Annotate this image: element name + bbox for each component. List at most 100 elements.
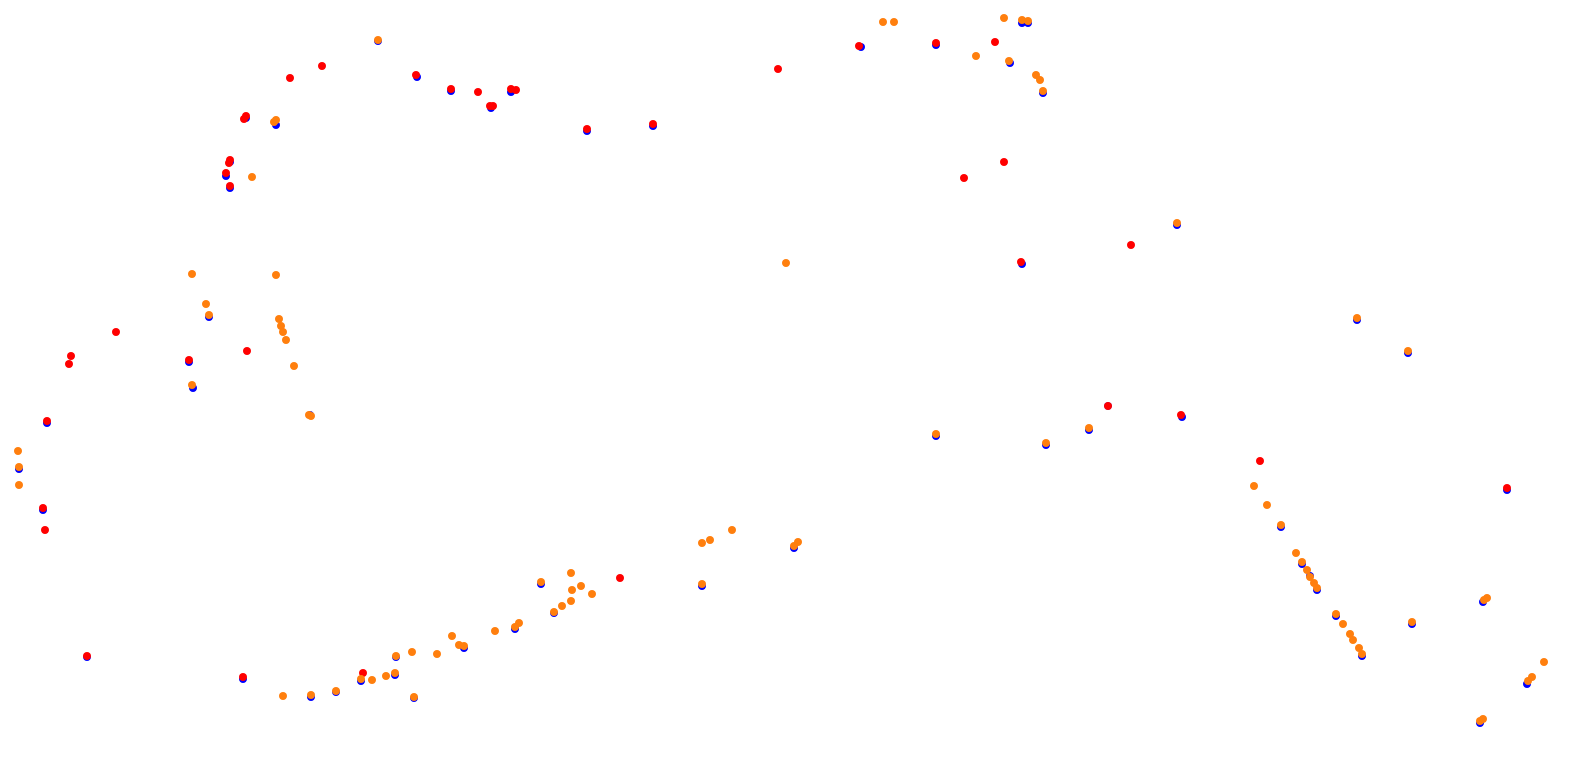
point bbox=[567, 597, 575, 605]
point bbox=[368, 676, 376, 684]
point bbox=[706, 536, 714, 544]
point bbox=[307, 412, 315, 420]
point bbox=[1349, 636, 1357, 644]
point bbox=[698, 539, 706, 547]
point bbox=[408, 648, 416, 656]
point bbox=[1256, 457, 1264, 465]
point bbox=[460, 642, 468, 650]
point bbox=[932, 430, 940, 438]
point bbox=[489, 102, 497, 110]
point bbox=[83, 652, 91, 660]
point bbox=[357, 675, 365, 683]
point bbox=[1018, 16, 1026, 24]
point bbox=[890, 18, 898, 26]
point bbox=[558, 602, 566, 610]
point bbox=[616, 574, 624, 582]
point bbox=[1263, 501, 1271, 509]
point bbox=[1173, 219, 1181, 227]
point bbox=[794, 538, 802, 546]
point bbox=[1085, 424, 1093, 432]
point bbox=[512, 86, 520, 94]
point bbox=[774, 65, 782, 73]
point bbox=[43, 417, 51, 425]
point bbox=[1408, 618, 1416, 626]
point bbox=[222, 169, 230, 177]
point bbox=[728, 526, 736, 534]
point bbox=[433, 650, 441, 658]
point bbox=[332, 687, 340, 695]
point bbox=[782, 259, 790, 267]
point bbox=[205, 311, 213, 319]
point bbox=[225, 159, 233, 167]
point bbox=[410, 693, 418, 701]
point bbox=[1104, 402, 1112, 410]
point bbox=[391, 669, 399, 677]
point bbox=[1298, 558, 1306, 566]
point bbox=[1000, 158, 1008, 166]
point bbox=[1005, 57, 1013, 65]
point bbox=[382, 672, 390, 680]
point bbox=[279, 692, 287, 700]
point bbox=[1036, 76, 1044, 84]
point bbox=[932, 39, 940, 47]
point bbox=[188, 270, 196, 278]
point bbox=[290, 362, 298, 370]
point bbox=[491, 627, 499, 635]
point bbox=[991, 38, 999, 46]
point bbox=[960, 174, 968, 182]
point bbox=[1353, 314, 1361, 322]
point bbox=[1303, 566, 1311, 574]
point bbox=[568, 586, 576, 594]
point bbox=[1177, 411, 1185, 419]
point bbox=[588, 590, 596, 598]
point bbox=[272, 116, 280, 124]
point bbox=[374, 36, 382, 44]
point bbox=[112, 328, 120, 336]
point bbox=[1540, 658, 1548, 666]
point bbox=[1042, 439, 1050, 447]
point bbox=[1358, 650, 1366, 658]
point bbox=[1313, 584, 1321, 592]
point bbox=[272, 271, 280, 279]
point bbox=[67, 352, 75, 360]
point bbox=[1039, 87, 1047, 95]
point bbox=[275, 315, 283, 323]
point bbox=[1483, 594, 1491, 602]
point bbox=[14, 447, 22, 455]
point bbox=[567, 569, 575, 577]
point bbox=[1404, 347, 1412, 355]
point bbox=[649, 120, 657, 128]
point bbox=[65, 360, 73, 368]
point bbox=[1479, 715, 1487, 723]
point bbox=[855, 42, 863, 50]
point bbox=[307, 691, 315, 699]
point bbox=[474, 88, 482, 96]
point bbox=[1277, 521, 1285, 529]
point bbox=[41, 526, 49, 534]
point bbox=[185, 356, 193, 364]
point bbox=[537, 578, 545, 586]
point bbox=[972, 52, 980, 60]
point bbox=[226, 182, 234, 190]
point bbox=[392, 652, 400, 660]
point bbox=[550, 608, 558, 616]
point bbox=[15, 463, 23, 471]
point bbox=[511, 623, 519, 631]
point bbox=[577, 582, 585, 590]
point bbox=[279, 328, 287, 336]
point bbox=[1024, 17, 1032, 25]
point bbox=[318, 62, 326, 70]
point bbox=[1346, 630, 1354, 638]
point bbox=[1332, 610, 1340, 618]
point bbox=[1292, 549, 1300, 557]
point bbox=[242, 112, 250, 120]
point bbox=[243, 347, 251, 355]
point bbox=[1355, 644, 1363, 652]
point bbox=[188, 381, 196, 389]
point bbox=[15, 481, 23, 489]
point bbox=[698, 580, 706, 588]
point bbox=[39, 504, 47, 512]
point bbox=[282, 336, 290, 344]
